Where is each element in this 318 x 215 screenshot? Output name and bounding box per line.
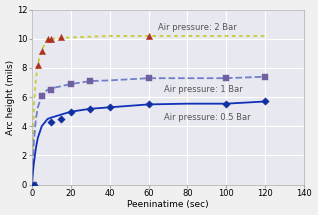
Point (49, 88, 54, 92)
Point (31, 183, 37, 186)
Point (59, 117, 64, 121)
Point (39, 94, 44, 97)
Text: Air pressure: 1 Bar: Air pressure: 1 Bar (164, 85, 243, 94)
Point (262, 100, 267, 103)
Point (68, 82, 73, 86)
Point (31, 183, 37, 186)
Point (39, 49, 44, 52)
X-axis label: Peeninatime (sec): Peeninatime (sec) (127, 200, 209, 209)
Point (262, 75, 267, 78)
Point (146, 34, 151, 38)
Point (35, 63, 40, 67)
Y-axis label: Arc height (mils): Arc height (mils) (6, 60, 15, 135)
Point (49, 37, 54, 41)
Point (31, 183, 37, 186)
Text: Air pressure: 0.5 Bar: Air pressure: 0.5 Bar (164, 113, 251, 122)
Point (49, 120, 54, 124)
Point (107, 106, 112, 109)
Point (224, 77, 229, 80)
Point (146, 77, 151, 80)
Point (45, 37, 50, 41)
Point (224, 102, 229, 105)
Point (88, 107, 93, 111)
Point (146, 103, 151, 106)
Text: Air pressure: 2 Bar: Air pressure: 2 Bar (158, 23, 237, 32)
Point (68, 110, 73, 113)
Point (59, 36, 64, 39)
Point (88, 79, 93, 83)
